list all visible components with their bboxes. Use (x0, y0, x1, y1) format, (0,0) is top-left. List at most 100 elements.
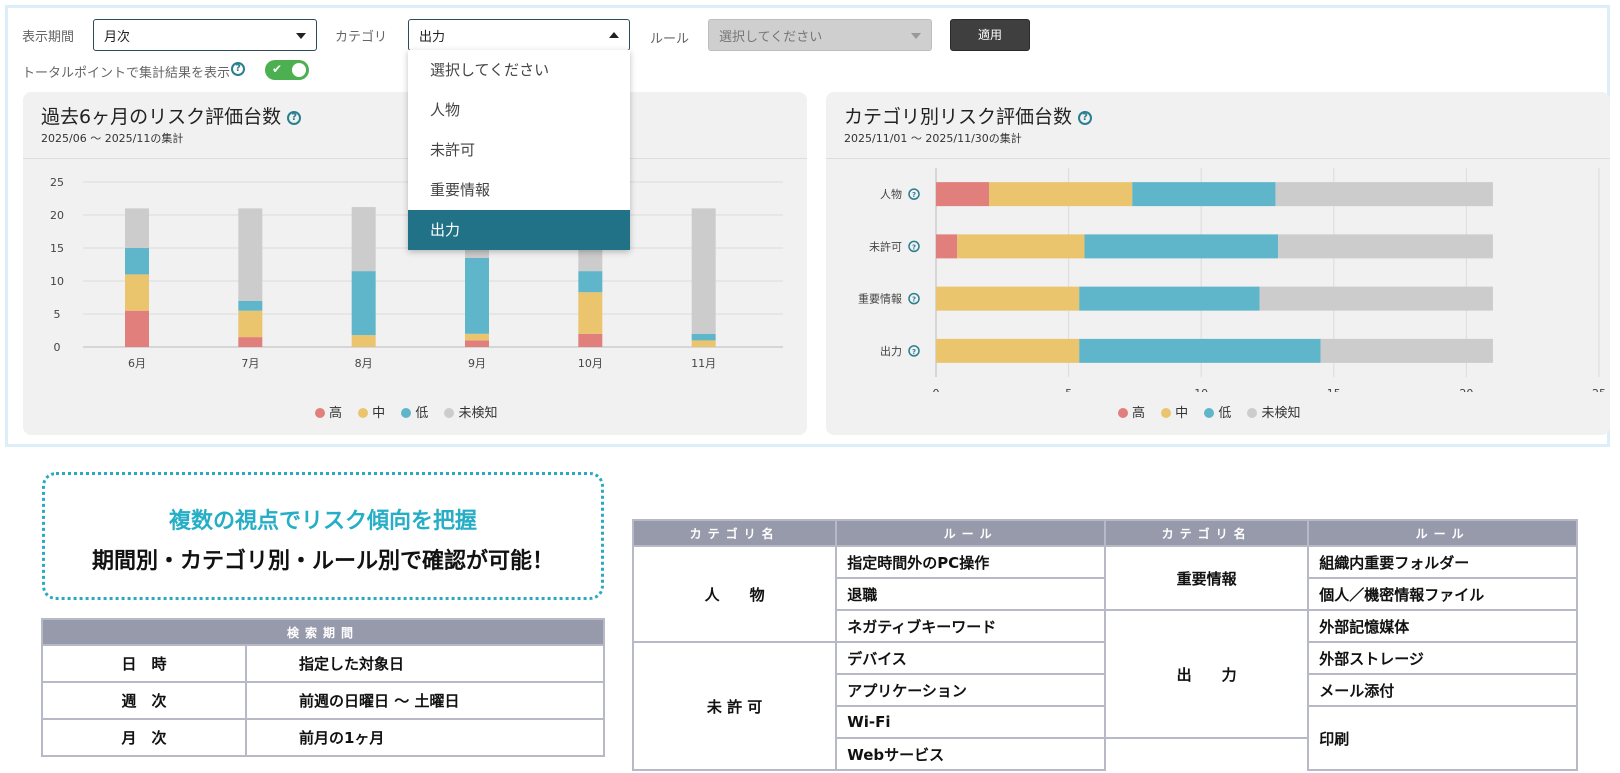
x-tick-label: 10 (1194, 387, 1208, 392)
table-row: Wi-Fi 印刷 (633, 705, 1578, 771)
y-tick-label: 10 (50, 275, 64, 288)
category-select[interactable]: 出力 (408, 19, 630, 51)
apply-button[interactable]: 適用 (950, 19, 1030, 51)
y-tick-label: 25 (50, 176, 64, 189)
dropdown-option[interactable]: 人物 (430, 101, 461, 119)
dropdown-option[interactable]: 選択してください (430, 61, 550, 79)
callout-line1: 複数の視点でリスク傾向を把握 (168, 509, 477, 534)
bar-segment (1278, 234, 1493, 259)
help-icon[interactable]: ? (231, 62, 245, 76)
y-tick-label: 出力 (880, 344, 902, 358)
dropdown-option[interactable]: 未許可 (430, 141, 476, 159)
table-row: 人 物 指定時間外のPC操作 重要情報 組織内重要フォルダー (631, 545, 1578, 643)
bar-segment (691, 340, 716, 347)
category-cell: 出 力 (1104, 609, 1310, 739)
period-label: 表示期間 (22, 30, 75, 45)
table-header: カテゴリ名 (1104, 519, 1310, 547)
x-tick-label: 25 (1592, 387, 1606, 392)
bar-segment (1275, 182, 1493, 207)
rule-cell: 組織内重要フォルダー (1307, 545, 1578, 579)
help-icon-glyph: ? (912, 243, 916, 251)
chevron-up-icon (609, 32, 619, 38)
bar-segment (1084, 234, 1279, 259)
help-icon-glyph: ? (912, 348, 916, 356)
rule-cell: メール添付 (1307, 673, 1578, 707)
table-cell: 日 時 (41, 644, 247, 683)
bar-segment (125, 310, 149, 347)
panel-subtitle: 2025/11/01 ～ 2025/11/30の集計 (844, 132, 1022, 145)
table-row: 週 次 前週の日曜日 ～ 土曜日 (41, 681, 605, 720)
bar-segment (957, 234, 1085, 259)
bar-segment (1320, 338, 1493, 363)
dropdown-option[interactable]: 重要情報 (430, 181, 491, 199)
legend-low: 低 (401, 406, 428, 421)
help-icon[interactable]: ? (287, 110, 302, 125)
bar-segment (1079, 286, 1260, 311)
help-icon-glyph: ? (912, 191, 916, 199)
category-cell: 人 物 (631, 545, 838, 643)
legend-none: 未検知 (444, 406, 497, 421)
bar-segment (691, 333, 716, 341)
panel-title: カテゴリ別リスク評価台数 ? (844, 102, 1093, 129)
category-dropdown-menu: 選択してください 人物 未許可 重要情報 出力 (408, 50, 630, 250)
rule-select[interactable]: 選択してください (708, 19, 932, 51)
x-tick-label: 7月 (241, 357, 259, 370)
table-row: 未 許 可 デバイス 外部ストレージ (631, 641, 1578, 771)
help-icon-glyph: ? (912, 296, 916, 304)
x-tick-label: 6月 (128, 357, 146, 370)
rule-cell: 外部ストレージ (1307, 641, 1578, 675)
y-tick-label: 20 (50, 209, 64, 222)
total-points-toggle[interactable]: ✔ (265, 60, 309, 80)
y-tick-label: 15 (50, 242, 64, 255)
rule-cell: ネガティブキーワード (835, 609, 1107, 643)
table-row: 月 次 前月の1ヶ月 (41, 718, 605, 757)
bar-segment (578, 333, 603, 347)
legend-low: 低 (1204, 406, 1231, 421)
legend-mid: 中 (1161, 406, 1188, 421)
panel-title: 過去6ヶ月のリスク評価台数 ? (41, 102, 302, 129)
bar-segment (936, 182, 990, 207)
category-cell: 未 許 可 (631, 641, 838, 771)
bar-segment (936, 286, 1080, 311)
category-select-value: 出力 (419, 30, 446, 45)
table-row: 日 時 指定した対象日 (41, 644, 605, 683)
y-tick-label: 5 (54, 308, 61, 321)
x-tick-label: 11月 (691, 357, 716, 370)
table-header: カテゴリ名 (631, 519, 838, 547)
dropdown-option-selected[interactable]: 出力 (408, 210, 630, 250)
rule-cell: Wi-Fi (835, 705, 1107, 739)
x-tick-label: 15 (1327, 387, 1341, 392)
rule-cell: 退職 (835, 577, 1107, 611)
help-icon[interactable]: ? (1078, 110, 1093, 125)
bar-segment (578, 271, 603, 293)
bar-segment (238, 310, 263, 338)
table-cell: 前月の1ヶ月 (245, 718, 605, 757)
y-tick-label: 未許可 (869, 240, 902, 253)
help-icon (908, 292, 920, 305)
rule-label: ルール (650, 32, 690, 47)
rule-cell: 個人／機密情報ファイル (1307, 577, 1578, 611)
period-select[interactable]: 月次 (93, 19, 317, 51)
table-header: 検索期間 (41, 618, 605, 646)
total-points-label: トータルポイントで集計結果を表示 (22, 66, 231, 81)
rule-cell: Webサービス (835, 737, 1107, 771)
bar-segment (1079, 338, 1321, 363)
chart-legend: 高 中 低 未検知 (315, 402, 509, 421)
category-cell: 重要情報 (1104, 545, 1310, 611)
legend-mid: 中 (358, 406, 385, 421)
bar-segment (465, 333, 489, 341)
rule-select-placeholder: 選択してください (719, 30, 823, 45)
category-label: カテゴリ (335, 30, 388, 45)
bar-segment (989, 182, 1133, 207)
period-table: 検索期間 日 時 指定した対象日 週 次 前週の日曜日 ～ 土曜日 月 次 前月… (41, 618, 605, 757)
bar-segment (351, 335, 376, 347)
bar-segment (465, 340, 489, 347)
bar-segment (125, 274, 149, 311)
y-tick-label: 人物 (880, 187, 902, 201)
x-tick-label: 10月 (578, 357, 603, 370)
bar-segment (936, 234, 958, 259)
rule-cell: デバイス (835, 641, 1107, 675)
x-tick-label: 8月 (355, 357, 373, 370)
table-cell: 指定した対象日 (245, 644, 605, 683)
feature-callout: 複数の視点でリスク傾向を把握 期間別・カテゴリ別・ルール別で確認が可能！ (42, 472, 604, 600)
